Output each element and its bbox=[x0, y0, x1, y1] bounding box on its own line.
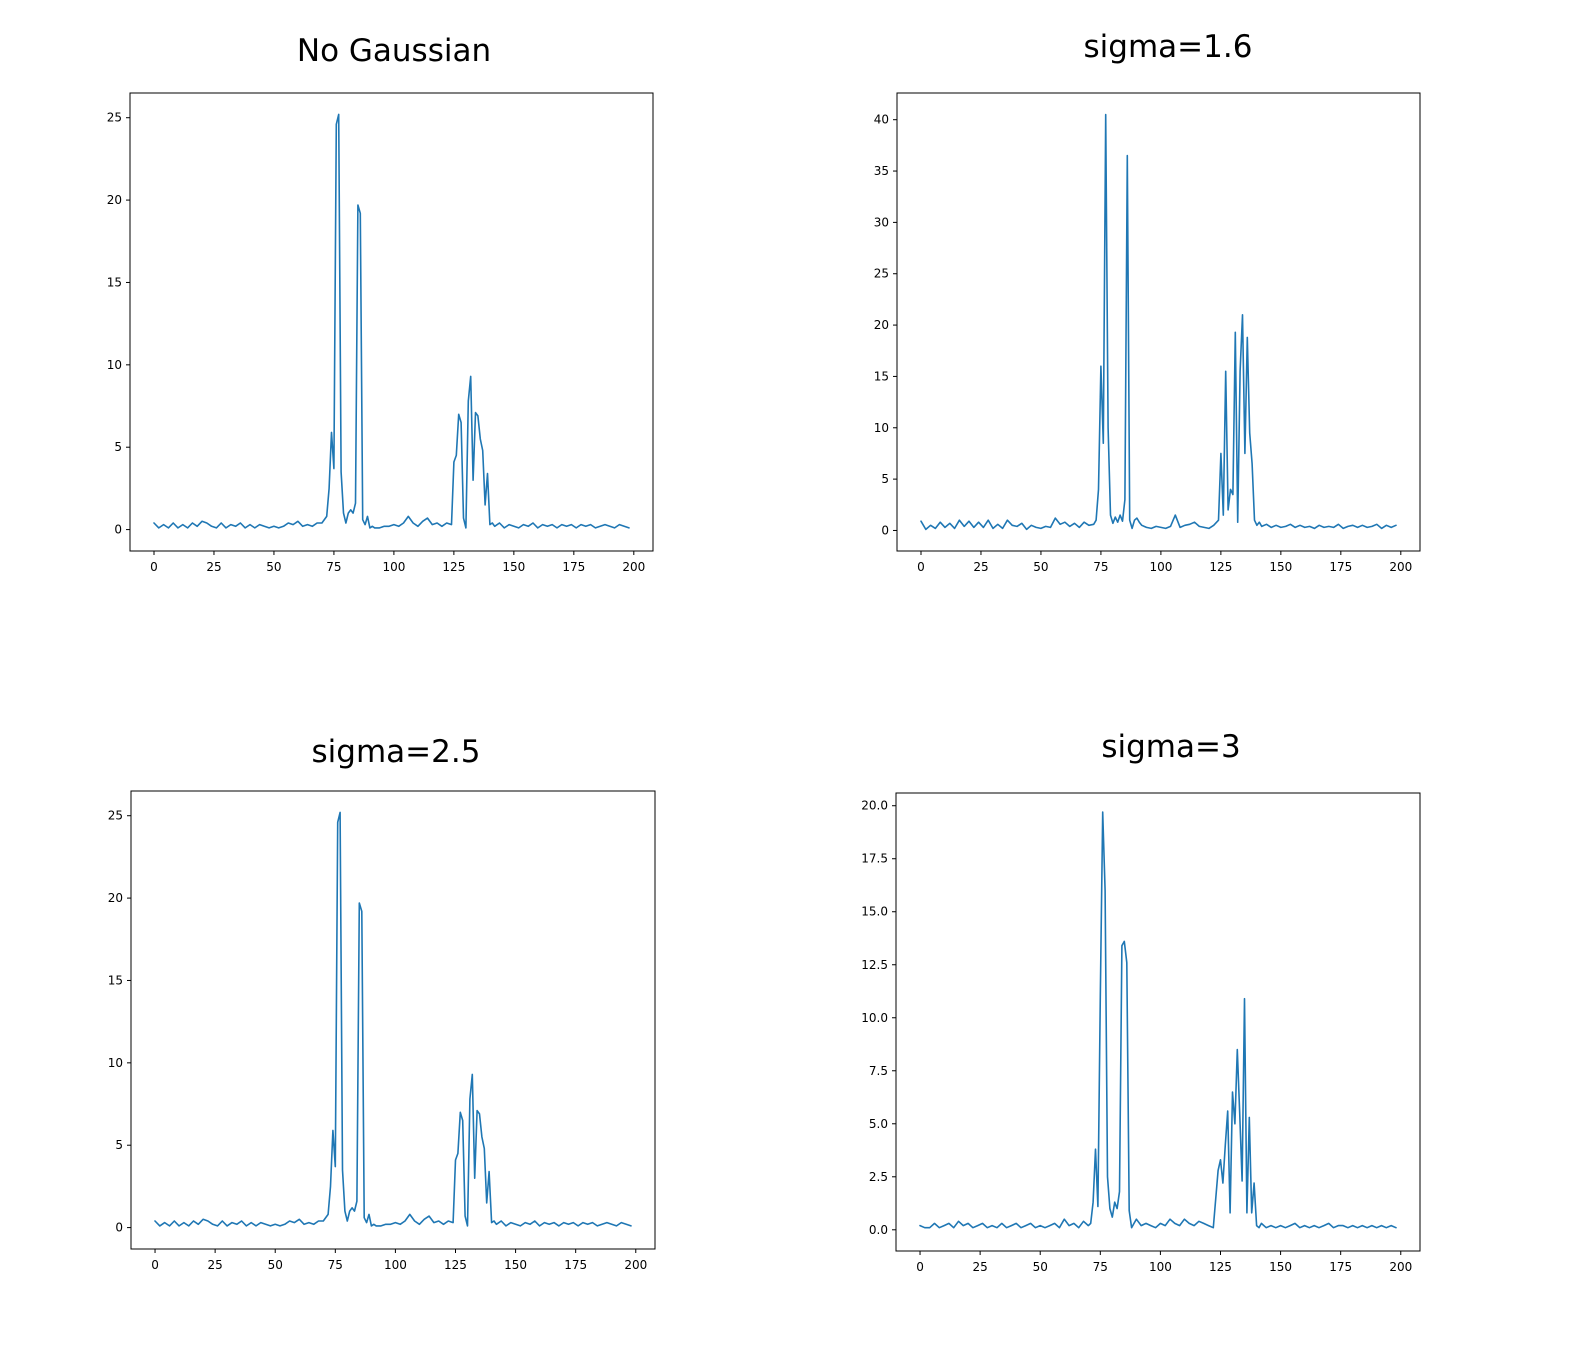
y-tick-label: 2.5 bbox=[869, 1170, 888, 1184]
y-tick-label: 15.0 bbox=[861, 905, 888, 919]
x-tick-label: 200 bbox=[624, 1258, 647, 1272]
axes-frame bbox=[129, 92, 654, 552]
y-tick-label: 17.5 bbox=[861, 852, 888, 866]
x-tick-label: 200 bbox=[1389, 560, 1412, 574]
y-tick-label: 10 bbox=[874, 421, 889, 435]
y-tick-label: 35 bbox=[874, 164, 889, 178]
series-line bbox=[919, 811, 1397, 1229]
series-line bbox=[920, 113, 1397, 531]
x-tick-label: 200 bbox=[1389, 1260, 1412, 1274]
y-tick-label: 20.0 bbox=[861, 799, 888, 813]
y-tick-label: 30 bbox=[874, 215, 889, 229]
y-tick-label: 10 bbox=[108, 1056, 123, 1070]
y-tick-label: 20 bbox=[108, 891, 123, 905]
y-tick-label: 15 bbox=[107, 275, 122, 289]
axes-frame bbox=[895, 792, 1421, 1252]
x-tick-label: 150 bbox=[502, 560, 525, 574]
chart-title-sigma-1-6: sigma=1.6 bbox=[1083, 29, 1253, 65]
y-tick-label: 5.0 bbox=[869, 1117, 888, 1131]
y-tick-label: 5 bbox=[115, 1138, 123, 1152]
y-tick-label: 7.5 bbox=[869, 1064, 888, 1078]
chart-panel-no-gaussian: 0 25 50 75 100 125 150 175 200 0 5 10 15 20 25 bbox=[107, 92, 654, 574]
x-tick-label: 0 bbox=[150, 560, 158, 574]
y-tick-label: 20 bbox=[107, 193, 122, 207]
chart-panel-sigma-1-6: 0 25 50 75 100 125 150 175 200 0 5 10 15 20 25 30 35 40 bbox=[874, 92, 1421, 574]
chart-title-sigma-3: sigma=3 bbox=[1101, 729, 1241, 765]
y-tick-label: 0 bbox=[881, 523, 889, 537]
x-tick-label: 50 bbox=[1033, 560, 1048, 574]
y-tick-label: 5 bbox=[114, 440, 122, 454]
chart-title-no-gaussian: No Gaussian bbox=[296, 33, 492, 69]
x-tick-label: 125 bbox=[1209, 1260, 1232, 1274]
y-tick-label: 20 bbox=[874, 318, 889, 332]
series-line bbox=[153, 113, 630, 529]
x-tick-label: 100 bbox=[1149, 1260, 1172, 1274]
series-line bbox=[154, 811, 632, 1227]
x-tick-label: 100 bbox=[382, 560, 405, 574]
y-tick-label: 12.5 bbox=[861, 958, 888, 972]
x-tick-label: 0 bbox=[916, 1260, 924, 1274]
x-tick-label: 100 bbox=[1149, 560, 1172, 574]
x-tick-label: 75 bbox=[1093, 1260, 1108, 1274]
x-tick-label: 175 bbox=[1329, 1260, 1352, 1274]
y-tick-label: 25 bbox=[107, 111, 122, 125]
x-tick-label: 125 bbox=[442, 560, 465, 574]
x-tick-label: 0 bbox=[151, 1258, 159, 1272]
x-tick-label: 175 bbox=[564, 1258, 587, 1272]
y-tick-label: 15 bbox=[108, 973, 123, 987]
y-tick-label: 15 bbox=[874, 369, 889, 383]
x-tick-label: 75 bbox=[1093, 560, 1108, 574]
x-tick-label: 50 bbox=[1033, 1260, 1048, 1274]
x-tick-label: 150 bbox=[504, 1258, 527, 1272]
y-tick-label: 5 bbox=[881, 472, 889, 486]
x-tick-label: 25 bbox=[973, 560, 988, 574]
x-tick-label: 50 bbox=[268, 1258, 283, 1272]
y-tick-label: 0 bbox=[115, 1221, 123, 1235]
x-tick-label: 100 bbox=[384, 1258, 407, 1272]
x-tick-label: 50 bbox=[266, 560, 281, 574]
x-tick-label: 25 bbox=[207, 1258, 222, 1272]
y-tick-label: 10 bbox=[107, 358, 122, 372]
y-tick-label: 40 bbox=[874, 113, 889, 127]
x-tick-label: 75 bbox=[328, 1258, 343, 1272]
x-tick-label: 25 bbox=[972, 1260, 987, 1274]
y-tick-label: 10.0 bbox=[861, 1011, 888, 1025]
x-tick-label: 150 bbox=[1269, 1260, 1292, 1274]
chart-panel-sigma-3: 0 25 50 75 100 125 150 175 200 0.0 2.5 5.0 7.5 10.0 12… bbox=[861, 792, 1421, 1274]
x-tick-label: 75 bbox=[326, 560, 341, 574]
x-tick-label: 175 bbox=[1329, 560, 1352, 574]
x-tick-label: 0 bbox=[917, 560, 925, 574]
x-tick-label: 175 bbox=[562, 560, 585, 574]
y-tick-label: 25 bbox=[108, 809, 123, 823]
axes-frame bbox=[896, 92, 1421, 552]
x-tick-label: 125 bbox=[1209, 560, 1232, 574]
x-tick-label: 25 bbox=[206, 560, 221, 574]
y-tick-label: 25 bbox=[874, 267, 889, 281]
y-tick-label: 0.0 bbox=[869, 1223, 888, 1237]
axes-frame bbox=[130, 790, 656, 1250]
chart-title-sigma-2-5: sigma=2.5 bbox=[311, 734, 481, 770]
chart-panel-sigma-2-5: 0 25 50 75 100 125 150 175 200 0 5 10 15 20 25 bbox=[108, 790, 656, 1272]
y-tick-label: 0 bbox=[114, 523, 122, 537]
x-tick-label: 125 bbox=[444, 1258, 467, 1272]
x-tick-label: 150 bbox=[1269, 560, 1292, 574]
x-tick-label: 200 bbox=[622, 560, 645, 574]
